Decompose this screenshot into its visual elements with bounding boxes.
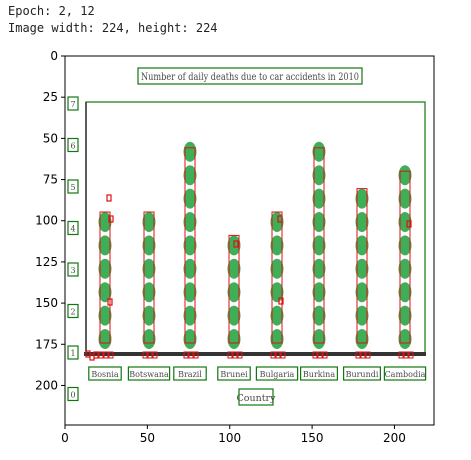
y-tick-glyph: 3 xyxy=(70,266,75,275)
y-tick-glyph: 2 xyxy=(70,308,75,317)
y-tick-glyph: 1 xyxy=(70,349,75,358)
y-tick-glyph: 0 xyxy=(70,391,75,400)
y-tick-glyph: 7 xyxy=(70,100,75,109)
category-label: Bulgaria xyxy=(260,370,295,379)
x-tick-label: 200 xyxy=(383,431,406,445)
category-label: Cambodia xyxy=(385,370,426,379)
chart-title: Number of daily deaths due to car accide… xyxy=(141,71,359,83)
plot-area-box xyxy=(86,102,425,354)
x-tick-label: 50 xyxy=(140,431,155,445)
category-labels: Bosnia Botswana Brazil Brunei Bulgaria Burkin… xyxy=(89,367,426,380)
x-tick-label: 100 xyxy=(218,431,241,445)
y-tick-label: 200 xyxy=(35,378,58,392)
y-tick-glyph: 4 xyxy=(70,225,75,234)
y-tick-label: 100 xyxy=(35,214,58,228)
axis-ticks: 0 50 100 150 2000255075100125150175200 xyxy=(35,49,406,445)
y-tick-label: 0 xyxy=(50,49,58,63)
y-tick-label: 125 xyxy=(35,255,58,269)
category-label: Burundi xyxy=(346,370,379,379)
category-label: Brunei xyxy=(220,370,248,379)
category-label: Burkina xyxy=(303,370,335,379)
y-tick-label: 75 xyxy=(43,173,58,187)
y-tick-label: 150 xyxy=(35,296,58,310)
x-tick-label: 150 xyxy=(301,431,324,445)
category-label: Brazil xyxy=(178,370,202,379)
dot-plot xyxy=(86,142,413,360)
y-tick-label: 175 xyxy=(35,337,58,351)
x-axis-baseline xyxy=(84,352,426,356)
stray-detection-marker xyxy=(107,195,111,201)
category-label: Botswana xyxy=(129,370,169,379)
y-tick-glyph: 5 xyxy=(70,183,75,192)
x-tick-label: 0 xyxy=(61,431,69,445)
y-tick-glyph: 6 xyxy=(70,142,75,151)
x-axis-label: Country xyxy=(237,393,277,404)
y-tick-glyph-group: 7 6 5 4 3 2 1 0 xyxy=(68,97,78,401)
y-tick-label: 50 xyxy=(43,131,58,145)
y-tick-label: 25 xyxy=(43,90,58,104)
displayed-image: Number of daily deaths due to car accide… xyxy=(68,68,426,405)
category-label: Bosnia xyxy=(91,370,119,379)
